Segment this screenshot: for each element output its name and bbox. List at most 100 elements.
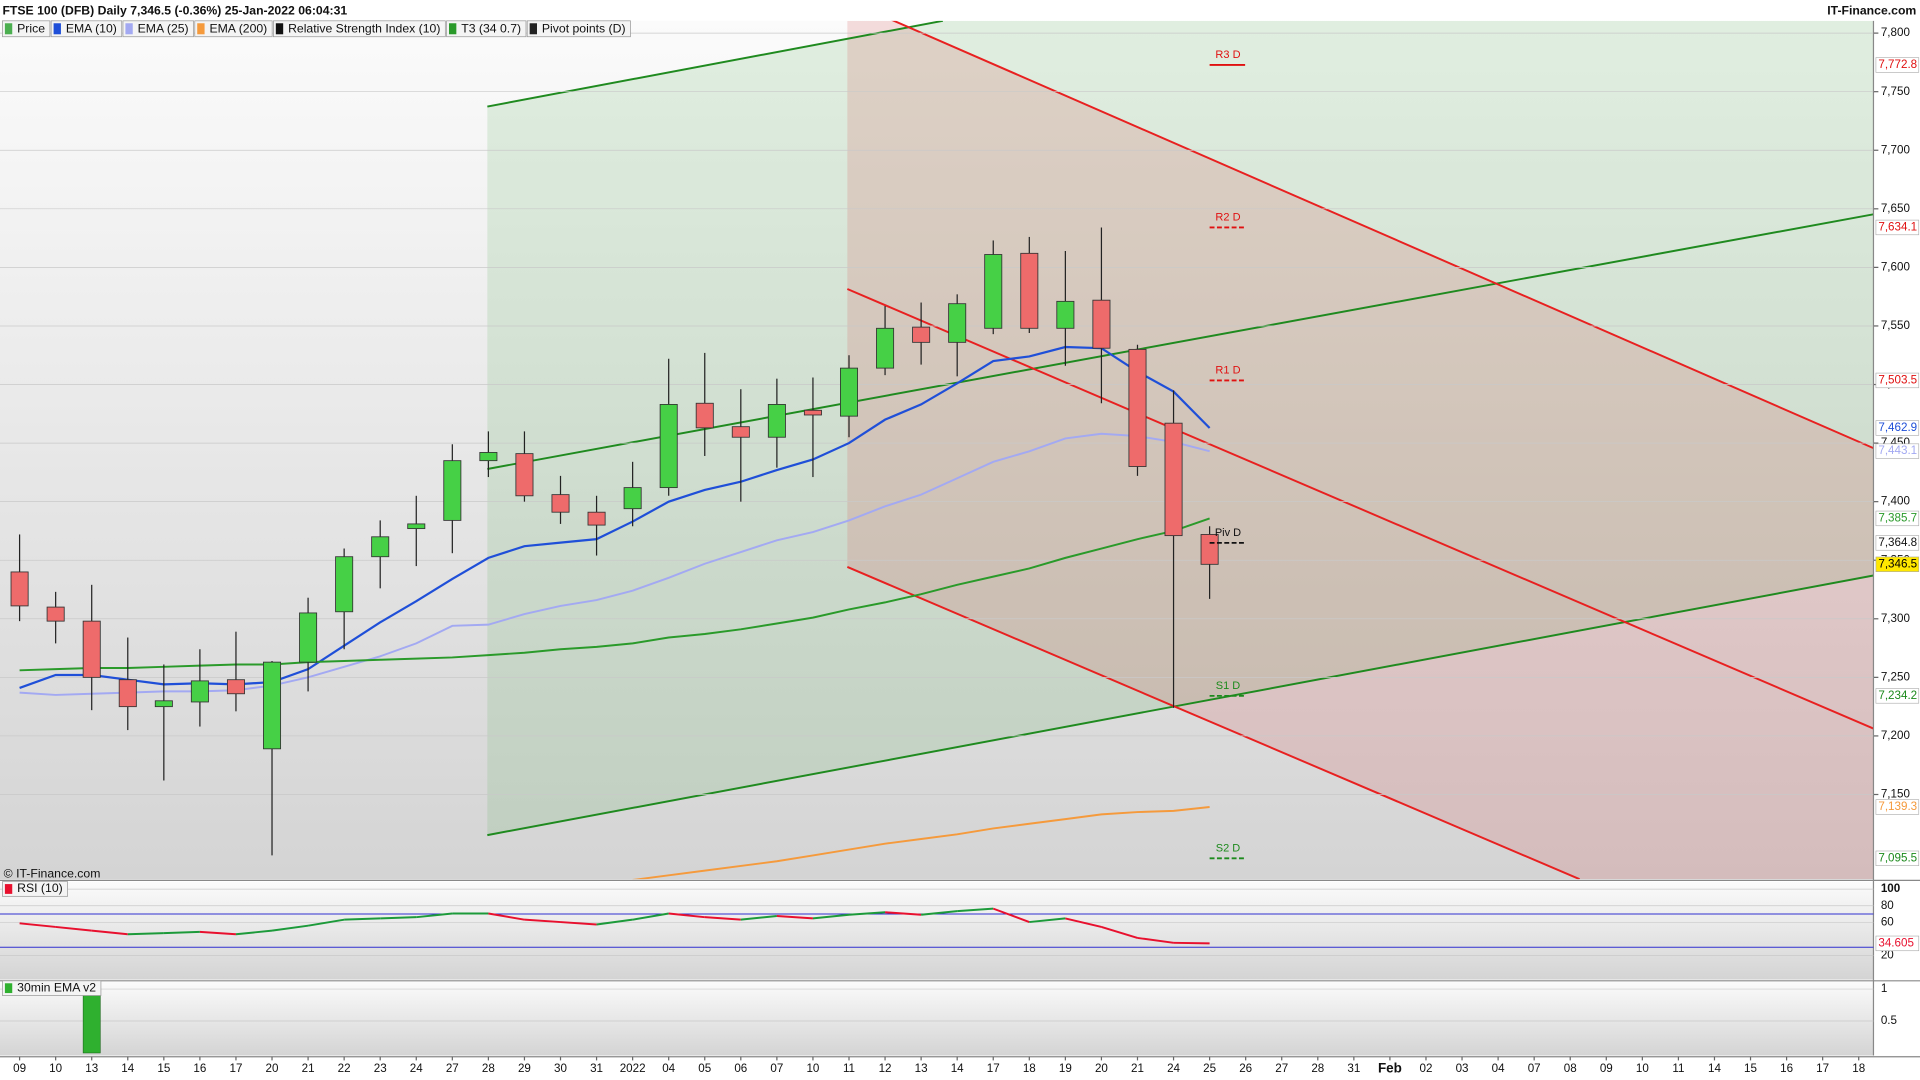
legend-box <box>194 20 273 38</box>
y-tick-label: 7,750 <box>1881 85 1911 98</box>
pivot-label: R3 D <box>1215 49 1240 61</box>
value-box <box>1875 443 1920 459</box>
panel-legend: 30min EMA v2 <box>2 980 102 996</box>
rsi-segment <box>19 922 56 928</box>
x-tick-label: 18 <box>1852 1062 1865 1075</box>
rsi-segment <box>1101 926 1138 939</box>
x-tick-label: 23 <box>374 1062 387 1075</box>
value-box-label: 34.605 <box>1878 936 1914 949</box>
rsi-segment <box>235 929 273 936</box>
candle-body <box>587 511 606 526</box>
value-box-label: 7,364.8 <box>1878 536 1917 549</box>
rsi-segment <box>596 918 633 926</box>
x-tick-label: 08 <box>1564 1062 1577 1075</box>
rsi-segment <box>560 921 597 926</box>
value-box-label: 7,772.8 <box>1878 58 1917 71</box>
rsi-segment <box>488 912 525 921</box>
candle-body <box>695 402 714 429</box>
x-tick-label: 06 <box>734 1062 747 1075</box>
value-box-label: 7,634.1 <box>1878 221 1917 234</box>
x-tick-label: 18 <box>1023 1062 1036 1075</box>
x-tick-label: 04 <box>662 1062 675 1075</box>
y-tick-label: 7,250 <box>1881 670 1911 683</box>
indicator-line <box>19 517 1210 672</box>
legend-swatch <box>4 884 13 894</box>
rsi-segment <box>380 916 417 920</box>
candle-body <box>948 303 967 343</box>
x-tick-label: 31 <box>1347 1062 1360 1075</box>
candle-body <box>335 556 354 613</box>
x-tick-label: 20 <box>1095 1062 1108 1075</box>
legend-label: EMA (200) <box>209 22 267 36</box>
rsi-segment <box>127 932 164 936</box>
x-tick-label: 09 <box>1600 1062 1613 1075</box>
value-box-label: 7,139.3 <box>1878 800 1917 813</box>
rsi-segment <box>199 930 237 936</box>
candle-body <box>984 254 1003 329</box>
x-tick-label: 09 <box>13 1062 26 1075</box>
candle-body <box>551 494 570 513</box>
candle-body <box>912 326 931 343</box>
x-tick-label: 28 <box>482 1062 495 1075</box>
value-box <box>1875 372 1920 389</box>
x-tick-label: 13 <box>915 1062 928 1075</box>
rsi-segment <box>91 929 128 936</box>
pivot-label: S2 D <box>1216 842 1241 854</box>
legend-box <box>2 980 102 996</box>
value-box-label: 7,462.9 <box>1878 421 1917 434</box>
value-box-label: 7,234.2 <box>1878 689 1917 702</box>
y-tick-label: 20 <box>1881 949 1894 962</box>
value-box <box>1875 850 1920 866</box>
candle-body <box>515 453 534 497</box>
candle-body <box>1092 299 1111 349</box>
rsi-segment <box>957 907 994 913</box>
legend-box <box>2 20 51 38</box>
trendline <box>487 20 944 108</box>
value-box-label: 7,346.5 <box>1878 557 1917 570</box>
value-box <box>1875 556 1920 572</box>
x-tick-label: 05 <box>698 1062 711 1075</box>
candle-body <box>876 327 895 369</box>
red-channel <box>847 20 1874 880</box>
y-tick-label: 7,800 <box>1881 26 1911 39</box>
value-box-label: 7,503.5 <box>1878 373 1917 386</box>
rsi-segment <box>884 911 922 916</box>
rsi-segment <box>632 912 669 921</box>
x-tick-label: 14 <box>121 1062 134 1075</box>
x-tick-label: 11 <box>843 1062 855 1075</box>
legend-box <box>2 881 68 897</box>
rsi-segment <box>704 916 741 921</box>
y-tick-label: 7,150 <box>1881 788 1911 801</box>
rsi-segment <box>344 917 381 921</box>
legend-box <box>122 20 194 38</box>
legend-swatch <box>125 23 133 35</box>
rsi-segment <box>1065 917 1102 928</box>
y-tick-label: 60 <box>1881 915 1894 928</box>
candle-body <box>839 367 858 417</box>
rsi-segment <box>1137 936 1174 944</box>
value-box <box>1875 420 1920 436</box>
x-tick-label: 17 <box>987 1062 1000 1075</box>
x-tick-label: 04 <box>1492 1062 1505 1075</box>
legend-label: T3 (34 0.7) <box>461 22 521 36</box>
x-tick-label: 17 <box>229 1062 242 1075</box>
y-tick-label: 7,600 <box>1881 260 1911 273</box>
legend-swatch <box>529 23 538 35</box>
legend-item: T3 (34 0.7) <box>446 20 527 38</box>
panel-legend: RSI (10) <box>2 881 68 897</box>
value-box <box>1875 799 1920 815</box>
x-tick-label: 03 <box>1456 1062 1469 1075</box>
y-tick-label: 7,200 <box>1881 729 1911 742</box>
copyright: © IT-Finance.com <box>4 867 101 881</box>
x-tick-label: 30 <box>554 1062 567 1075</box>
candle-body <box>82 620 101 678</box>
candle-body <box>1128 348 1147 467</box>
x-tick-label: 02 <box>1420 1062 1433 1075</box>
rsi-segment <box>848 911 886 916</box>
y-tick-label: 7,550 <box>1881 319 1911 332</box>
legend-swatch <box>448 23 457 35</box>
x-tick-label: 10 <box>1636 1062 1649 1075</box>
x-tick-label: 15 <box>1744 1062 1757 1075</box>
x-tick-label: 16 <box>193 1062 206 1075</box>
